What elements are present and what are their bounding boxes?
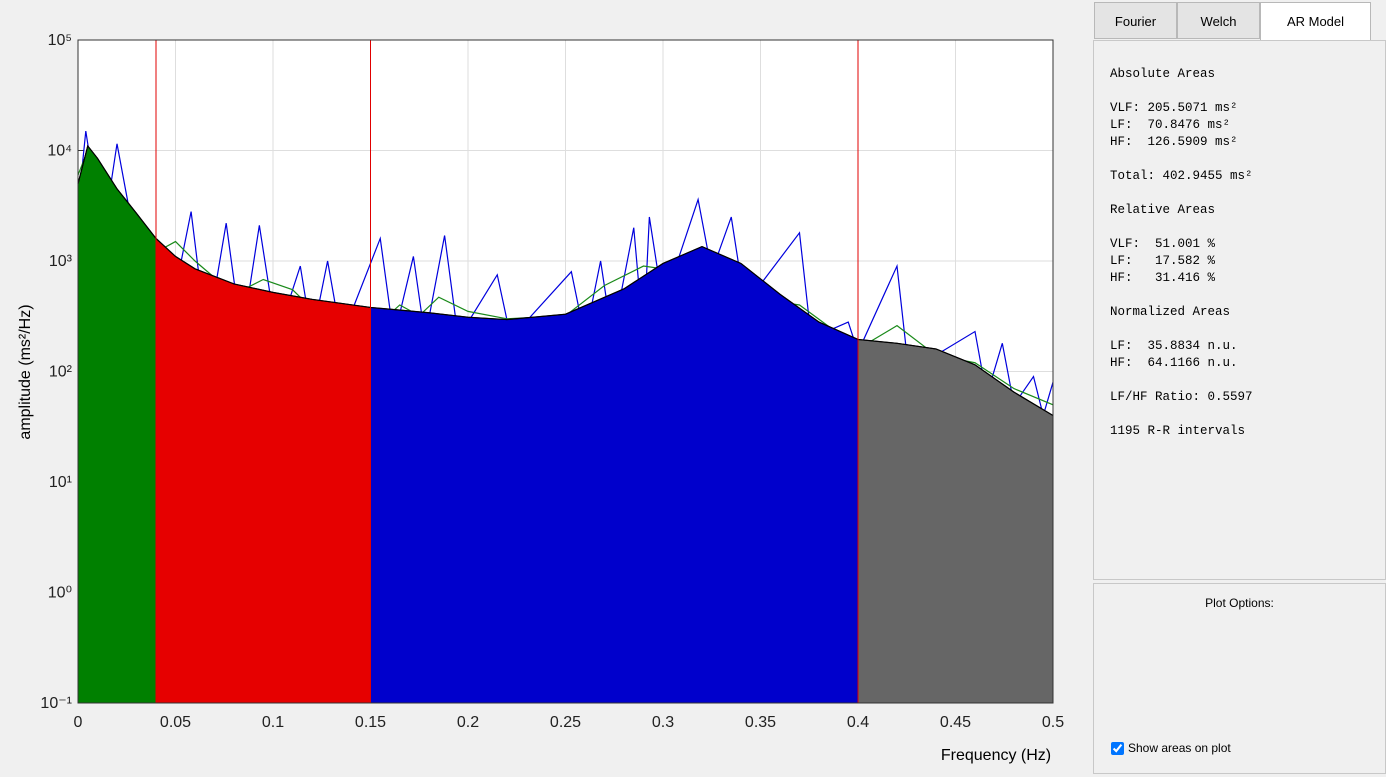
spacer xyxy=(1110,83,1253,100)
result-line: HF: 31.416 % xyxy=(1110,271,1216,285)
result-line: Relative Areas xyxy=(1110,203,1216,217)
x-tick-label: 0.45 xyxy=(940,714,971,731)
result-line: HF: 64.1166 n.u. xyxy=(1110,356,1238,370)
show-areas-label: Show areas on plot xyxy=(1128,741,1231,755)
x-tick-label: 0.3 xyxy=(652,714,674,731)
plot-frame xyxy=(77,39,1054,704)
x-tick-label: 0.2 xyxy=(457,714,479,731)
y-tick-label: 10³ xyxy=(49,253,73,270)
x-axis-label: Frequency (Hz) xyxy=(941,747,1051,764)
show-areas-checkbox[interactable] xyxy=(1111,741,1124,755)
band-area xyxy=(77,144,157,704)
tab[interactable]: AR Model xyxy=(1260,2,1371,41)
spacer xyxy=(1110,151,1253,168)
result-line: LF: 35.8834 n.u. xyxy=(1110,339,1238,353)
spacer xyxy=(1110,406,1253,423)
result-line: Total: 402.9455 ms² xyxy=(1110,169,1253,183)
result-line: LF: 17.582 % xyxy=(1110,254,1216,268)
x-tick-label: 0.25 xyxy=(550,714,581,731)
spacer xyxy=(1110,185,1253,202)
y-tick-label: 10⁻¹ xyxy=(40,695,72,712)
x-tick-label: 0.15 xyxy=(355,714,386,731)
y-axis-label: amplitude (ms²/Hz) xyxy=(17,304,34,439)
result-line: LF: 70.8476 ms² xyxy=(1110,118,1231,132)
result-line: 1195 R-R intervals xyxy=(1110,424,1246,438)
spacer xyxy=(1110,219,1253,236)
chart: Frequency (Hz) amplitude (ms²/Hz) 10⁻¹ 10… xyxy=(17,32,1064,764)
y-tick-label: 10⁴ xyxy=(47,143,72,160)
y-tick-label: 10⁰ xyxy=(48,585,72,602)
x-tick-label: 0.1 xyxy=(262,714,284,731)
band-area xyxy=(155,237,371,704)
y-tick-label: 10¹ xyxy=(49,474,72,491)
x-tick-label: 0.35 xyxy=(745,714,776,731)
plot-options-title: Plot Options: xyxy=(1205,596,1274,610)
result-line: VLF: 51.001 % xyxy=(1110,237,1216,251)
spacer xyxy=(1110,321,1253,338)
y-tick-label: 10² xyxy=(49,364,73,381)
x-tick-label: 0.5 xyxy=(1042,714,1064,731)
results-text: Absolute Areas VLF: 205.5071 ms² LF: 70.84… xyxy=(1110,66,1253,440)
result-line: HF: 126.5909 ms² xyxy=(1110,135,1238,149)
tab[interactable]: Welch xyxy=(1177,2,1260,39)
show-areas-option[interactable]: Show areas on plot xyxy=(1111,741,1231,755)
result-line: Normalized Areas xyxy=(1110,305,1231,319)
spacer xyxy=(1110,287,1253,304)
x-tick-label: 0.05 xyxy=(160,714,191,731)
result-line: Absolute Areas xyxy=(1110,67,1216,81)
band-area xyxy=(370,246,859,704)
result-line: LF/HF Ratio: 0.5597 xyxy=(1110,390,1253,404)
y-tick-label: 10⁵ xyxy=(48,32,72,49)
tab[interactable]: Fourier xyxy=(1094,2,1177,39)
x-tick-label: 0 xyxy=(74,714,83,731)
plot-options-panel: Plot Options: Show areas on plot xyxy=(1093,583,1386,774)
ar-curve xyxy=(77,144,1054,416)
result-line: VLF: 205.5071 ms² xyxy=(1110,101,1238,115)
spacer xyxy=(1110,372,1253,389)
x-tick-label: 0.4 xyxy=(847,714,869,731)
